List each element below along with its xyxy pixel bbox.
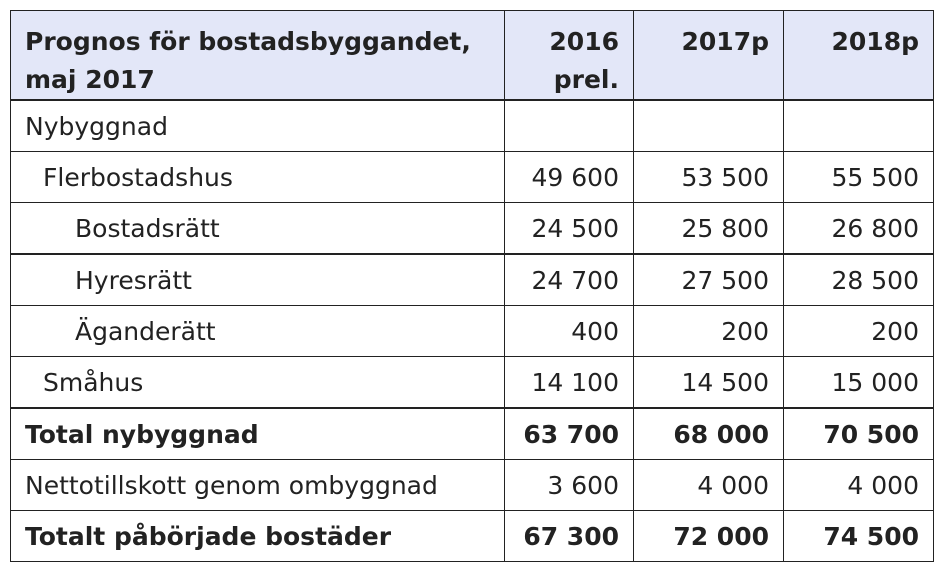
- table-row: Total nybyggnad 63 700 68 000 70 500: [10, 407, 934, 460]
- cell-2018p: 200: [783, 305, 934, 357]
- cell-2016: 400: [504, 305, 634, 357]
- column-header-2016-note: prel.: [553, 65, 619, 94]
- cell-2016: 14 100: [504, 356, 634, 409]
- cell-2016: 67 300: [504, 510, 634, 562]
- column-header-2017p: 2017p: [633, 10, 784, 101]
- row-label: Småhus: [10, 356, 505, 409]
- cell-2017p: 72 000: [633, 510, 784, 562]
- cell-2017p: 27 500: [633, 253, 784, 306]
- table-header-row: Prognos för bostadsbyggandet, maj 2017 2…: [10, 10, 934, 101]
- cell-2018p: 4 000: [783, 459, 934, 511]
- cell-2017p: 200: [633, 305, 784, 357]
- cell-2016: [504, 99, 634, 152]
- row-label: Nybyggnad: [10, 99, 505, 152]
- table-row: Hyresrätt 24 700 27 500 28 500: [10, 253, 934, 306]
- table-title-line2: maj 2017: [25, 65, 155, 94]
- cell-2017p: 14 500: [633, 356, 784, 409]
- cell-2018p: 55 500: [783, 151, 934, 203]
- cell-2016: 49 600: [504, 151, 634, 203]
- cell-2016: 24 700: [504, 253, 634, 306]
- column-header-2018p: 2018p: [783, 10, 934, 101]
- row-label: Hyresrätt: [10, 253, 505, 306]
- table-row: Flerbostadshus 49 600 53 500 55 500: [10, 151, 934, 203]
- column-header-2016-year: 2016: [549, 27, 619, 56]
- table-title-line1: Prognos för bostadsbyggandet,: [25, 27, 471, 56]
- cell-2017p: 25 800: [633, 202, 784, 255]
- table-row: Bostadsrätt 24 500 25 800 26 800: [10, 202, 934, 255]
- cell-2018p: 74 500: [783, 510, 934, 562]
- cell-2017p: 4 000: [633, 459, 784, 511]
- row-label: Flerbostadshus: [10, 151, 505, 203]
- column-header-2018p-label: 2018p: [831, 27, 919, 56]
- cell-2016: 24 500: [504, 202, 634, 255]
- row-label: Total nybyggnad: [10, 407, 505, 460]
- cell-2018p: 26 800: [783, 202, 934, 255]
- cell-2018p: 15 000: [783, 356, 934, 409]
- row-label: Äganderätt: [10, 305, 505, 357]
- table-row: Nybyggnad: [10, 99, 934, 152]
- cell-2018p: [783, 99, 934, 152]
- table-row: Nettotillskott genom ombyggnad 3 600 4 0…: [10, 459, 934, 511]
- table-title-cell: Prognos för bostadsbyggandet, maj 2017: [10, 10, 505, 101]
- forecast-table: Prognos för bostadsbyggandet, maj 2017 2…: [10, 10, 934, 562]
- table-row: Totalt påbörjade bostäder 67 300 72 000 …: [10, 510, 934, 562]
- cell-2017p: 53 500: [633, 151, 784, 203]
- cell-2017p: [633, 99, 784, 152]
- cell-2018p: 70 500: [783, 407, 934, 460]
- row-label: Bostadsrätt: [10, 202, 505, 255]
- cell-2016: 63 700: [504, 407, 634, 460]
- row-label: Nettotillskott genom ombyggnad: [10, 459, 505, 511]
- cell-2017p: 68 000: [633, 407, 784, 460]
- column-header-2017p-label: 2017p: [681, 27, 769, 56]
- cell-2016: 3 600: [504, 459, 634, 511]
- cell-2018p: 28 500: [783, 253, 934, 306]
- table-row: Småhus 14 100 14 500 15 000: [10, 356, 934, 409]
- column-header-2016: 2016 prel.: [504, 10, 634, 101]
- row-label: Totalt påbörjade bostäder: [10, 510, 505, 562]
- table-row: Äganderätt 400 200 200: [10, 305, 934, 357]
